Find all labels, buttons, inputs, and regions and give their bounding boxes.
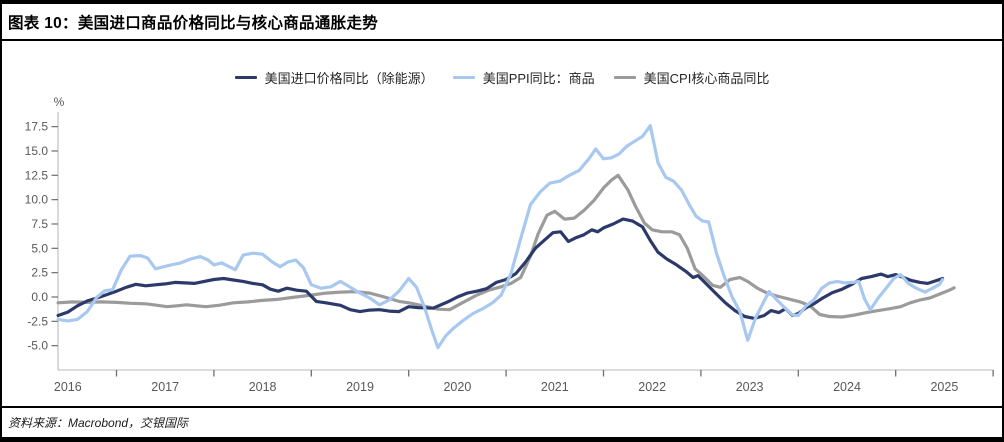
y-tick-label: 17.5 xyxy=(25,120,49,134)
y-tick-label: -5.0 xyxy=(27,339,48,353)
series-line-3 xyxy=(56,124,945,350)
x-tick-label: 2023 xyxy=(736,380,764,394)
chart-title: 图表 10：美国进口商品价格同比与核心商品通胀走势 xyxy=(8,14,379,32)
y-tick-label: 12.5 xyxy=(25,168,49,182)
y-tick-label: 15.0 xyxy=(25,144,49,158)
y-axis-unit: % xyxy=(54,95,65,109)
source-text: 资料来源：Macrobond，交银国际 xyxy=(8,416,189,430)
y-tick-label: 0.0 xyxy=(31,290,48,304)
x-tick-label: 2022 xyxy=(638,380,666,394)
x-tick-label: 2016 xyxy=(54,380,82,394)
x-tick-label: 2024 xyxy=(833,380,861,394)
line-chart: % 17.5 15.0 12.5 10.0 7.5 5.0 2.5 0.0 -2.5 -5.0 201… xyxy=(25,95,994,394)
x-tick-label: 2020 xyxy=(443,380,471,394)
x-tick-label: 2019 xyxy=(346,380,374,394)
y-tick-label: 10.0 xyxy=(25,193,49,207)
x-tick-label: 2017 xyxy=(151,380,179,394)
x-tick-label: 2025 xyxy=(930,380,958,394)
x-tick-label: 2018 xyxy=(249,380,277,394)
y-tick-label: 2.5 xyxy=(31,266,48,280)
chart-area: % 17.5 15.0 12.5 10.0 7.5 5.0 2.5 0.0 -2.5 -5.0 201… xyxy=(2,41,1002,406)
figure-title-bar: 图表 10：美国进口商品价格同比与核心商品通胀走势 xyxy=(2,4,1002,41)
y-tick-label: 5.0 xyxy=(31,241,48,255)
x-tick-label: 2021 xyxy=(541,380,569,394)
y-tick-label: -2.5 xyxy=(27,314,48,328)
source-bar: 资料来源：Macrobond，交银国际 xyxy=(2,406,1002,437)
y-tick-label: 7.5 xyxy=(31,217,48,231)
series-line-1 xyxy=(56,173,956,319)
